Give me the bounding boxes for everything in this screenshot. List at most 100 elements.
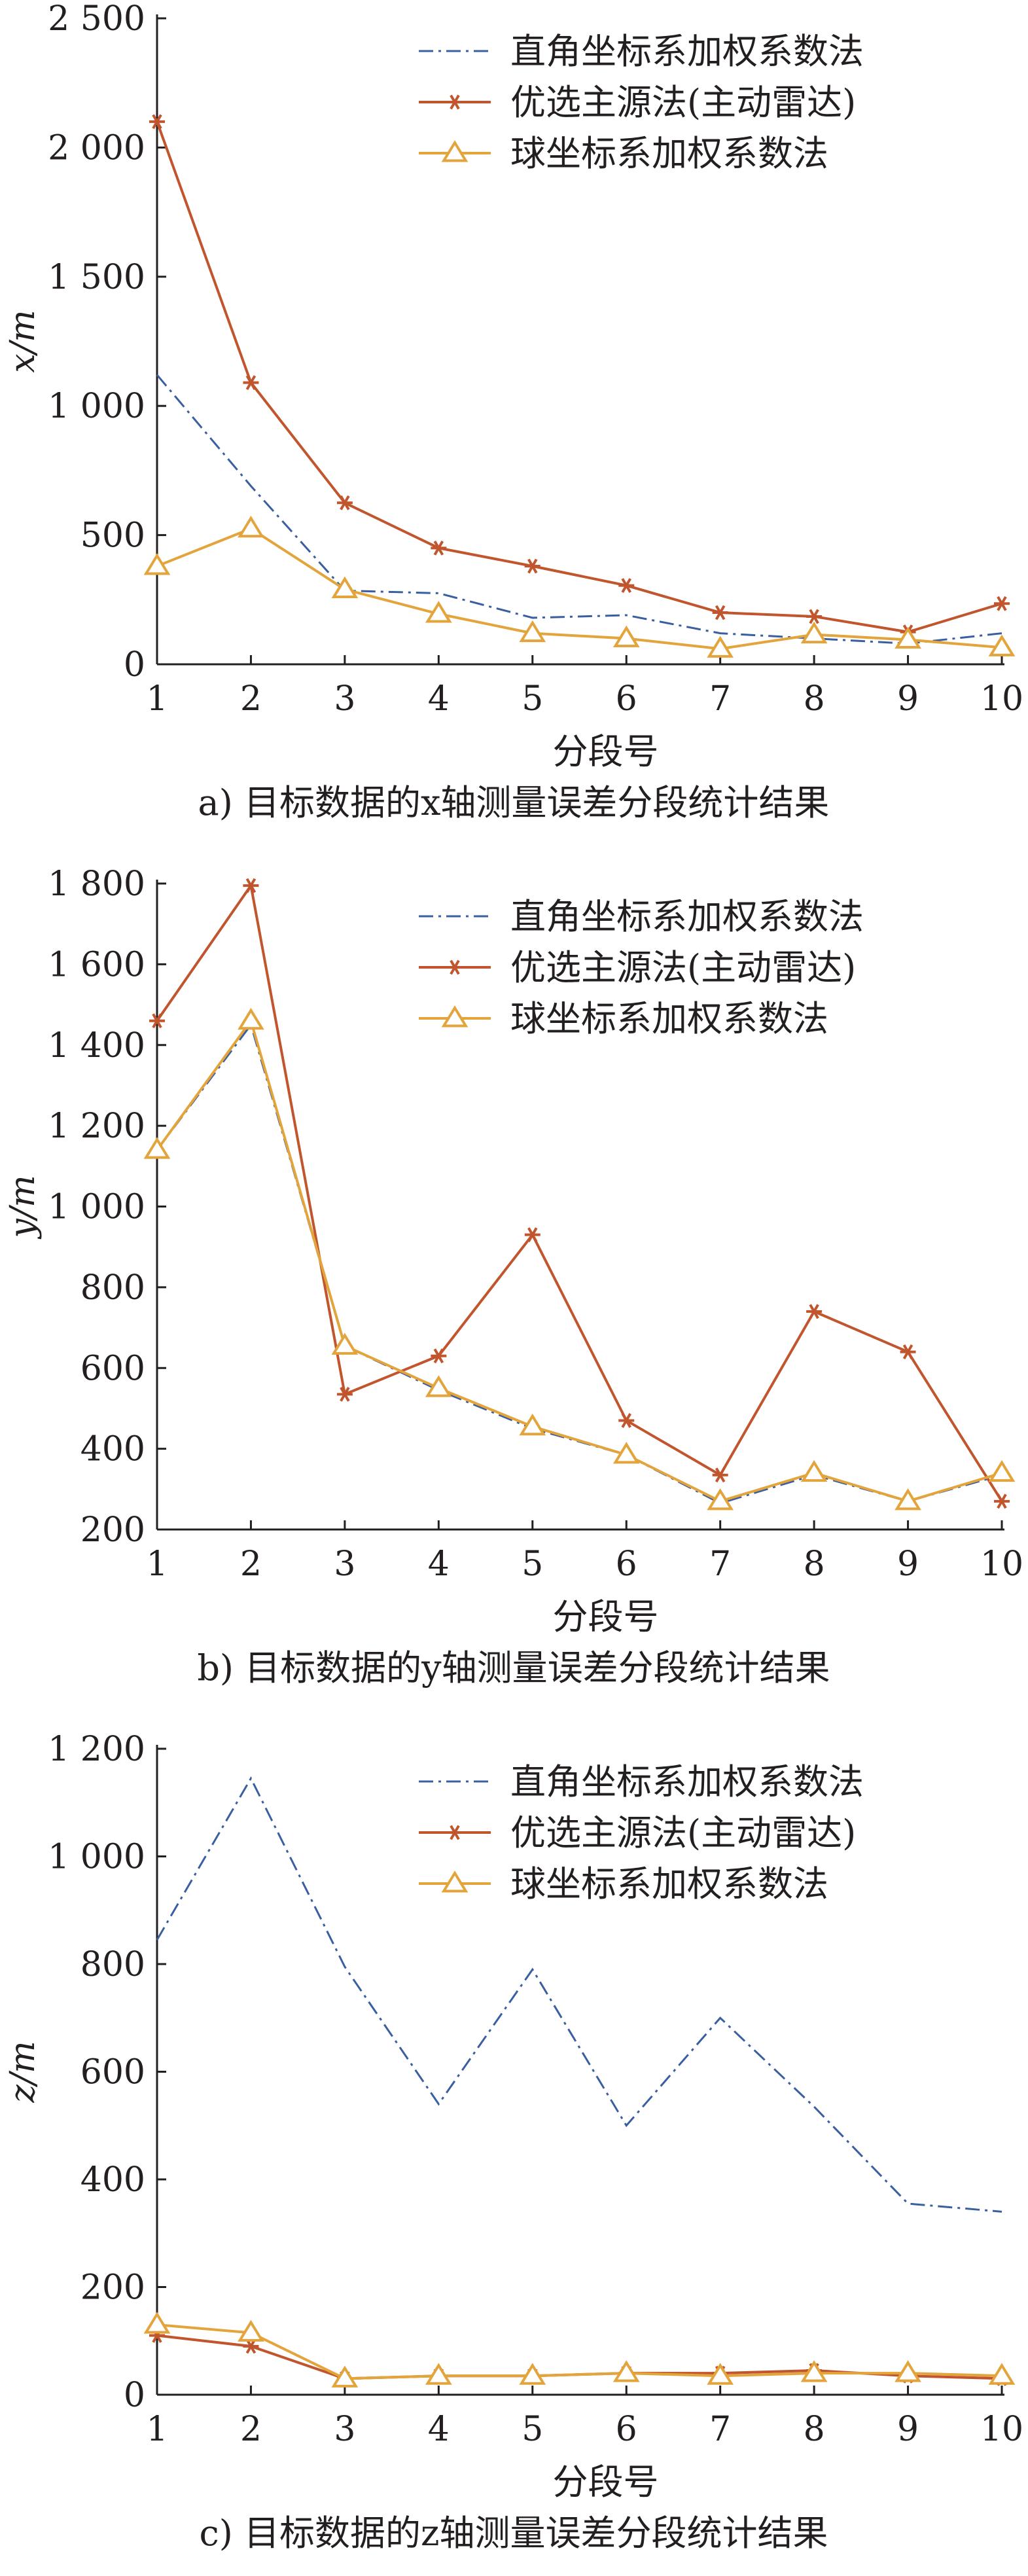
data-point-triangle	[143, 1137, 171, 1159]
x-tick-label: 7	[709, 679, 731, 719]
data-point-triangle	[612, 1442, 640, 1464]
star-stroke	[715, 1467, 726, 1483]
data-point-star	[806, 609, 823, 624]
chart-caption: b) 目标数据的y轴测量误差分段统计结果	[197, 1647, 830, 1689]
data-point-triangle	[895, 2360, 921, 2382]
y-tick-label: 1 400	[48, 1026, 145, 1065]
legend-label-sphere: 球坐标系加权系数法	[510, 1863, 828, 1905]
data-point-triangle	[143, 2312, 171, 2334]
legend-label-sphere: 球坐标系加权系数法	[510, 133, 828, 174]
data-point-triangle	[707, 2363, 734, 2385]
x-tick-label: 6	[616, 1545, 637, 1584]
data-point-triangle	[895, 626, 921, 649]
data-point-star	[336, 1386, 353, 1402]
y-tick-label: 800	[80, 1268, 145, 1308]
data-point-triangle	[988, 634, 1016, 656]
x-tick-label: 4	[428, 2410, 450, 2449]
x-tick-label: 2	[240, 2410, 262, 2449]
y-tick-label: 1 600	[48, 945, 145, 984]
series-radar	[149, 2328, 1010, 2386]
series-sphere	[143, 515, 1016, 658]
x-tick-label: 8	[804, 679, 825, 719]
data-point-star	[336, 495, 353, 510]
star-stroke	[152, 114, 162, 130]
star-stroke	[450, 959, 460, 975]
x-tick-label: 3	[334, 1545, 355, 1584]
x-tick-label: 1	[146, 1545, 168, 1584]
data-point-triangle	[800, 621, 828, 644]
data-point-star	[712, 605, 728, 620]
data-point-triangle	[441, 1005, 469, 1028]
x-tick-label: 8	[804, 2410, 825, 2449]
series-rect	[156, 1776, 1002, 2213]
data-point-triangle	[988, 2363, 1016, 2385]
y-tick-label: 400	[80, 1430, 145, 1469]
data-point-triangle	[143, 553, 171, 575]
x-tick-label: 4	[428, 679, 450, 719]
data-point-triangle	[988, 1459, 1016, 1482]
y-tick-label: 200	[80, 1511, 145, 1550]
data-point-star	[618, 578, 635, 593]
data-point-star	[524, 558, 541, 574]
series-line-sphere	[156, 2323, 1002, 2380]
chart-panel-1: 0 500 1 000 1 500 2 000 2 500 1 2 3 4 5 6 7 8 9 10 分段号 x/…	[3, 0, 1023, 823]
y-tick-label: 600	[80, 2053, 145, 2092]
data-point-triangle	[707, 635, 734, 658]
x-tick-label: 3	[334, 679, 355, 719]
y-axis-label: z/m	[3, 2041, 43, 2103]
data-point-star	[243, 375, 259, 391]
chart-caption: c) 目标数据的z轴测量误差分段统计结果	[200, 2513, 828, 2554]
data-point-triangle	[425, 601, 452, 623]
star-stroke	[152, 1013, 162, 1029]
y-tick-label: 1 000	[48, 1838, 145, 1877]
star-stroke	[245, 2338, 257, 2354]
data-point-star	[994, 596, 1010, 611]
x-tick-label: 4	[428, 1545, 450, 1584]
star-stroke	[621, 1413, 631, 1428]
legend-label-rect: 直角坐标系加权系数法	[510, 896, 864, 937]
data-point-triangle	[331, 1333, 359, 1355]
star-stroke	[809, 1304, 819, 1319]
star-stroke	[245, 878, 257, 893]
y-tick-label: 200	[80, 2268, 145, 2308]
data-point-star	[806, 1304, 823, 1319]
x-axis-label: 分段号	[553, 731, 659, 772]
x-tick-label: 10	[980, 679, 1023, 719]
x-tick-label: 9	[897, 679, 919, 719]
y-tick-label: 400	[80, 2160, 145, 2200]
star-stroke	[450, 94, 460, 110]
data-point-triangle	[425, 2363, 452, 2385]
data-point-triangle	[238, 515, 264, 538]
data-point-triangle	[441, 140, 469, 162]
data-point-triangle	[331, 576, 359, 599]
x-tick-label: 7	[709, 1545, 731, 1584]
legend-label-sphere: 球坐标系加权系数法	[510, 998, 828, 1039]
chart-caption: a) 目标数据的x轴测量误差分段统计结果	[198, 782, 830, 823]
x-axis-label: 分段号	[553, 1596, 659, 1637]
series-radar	[149, 878, 1010, 1509]
x-tick-label: 2	[240, 1545, 262, 1584]
x-tick-label: 5	[522, 679, 543, 719]
data-point-triangle	[707, 1488, 734, 1511]
legend-label-radar: 优选主源法(主动雷达)	[510, 1812, 856, 1853]
y-tick-label: 2 000	[48, 128, 145, 168]
y-tick-label: 0	[124, 645, 145, 685]
star-stroke	[340, 1386, 350, 1402]
series-line-rect	[156, 1022, 1002, 1505]
star-stroke	[527, 1227, 538, 1243]
x-tick-label: 5	[522, 2410, 543, 2449]
y-axis-label: x/m	[3, 310, 43, 372]
star-stroke	[245, 375, 257, 391]
series-radar	[149, 114, 1010, 640]
legend-label-rect: 直角坐标系加权系数法	[510, 31, 864, 72]
data-point-star	[243, 878, 259, 893]
data-point-triangle	[519, 2363, 546, 2385]
series-line-rect	[156, 1776, 1002, 2213]
y-tick-label: 0	[124, 2376, 145, 2415]
data-point-star	[712, 1467, 728, 1483]
y-tick-label: 800	[80, 1945, 145, 1984]
data-point-triangle	[441, 1870, 469, 1893]
star-stroke	[433, 540, 444, 556]
